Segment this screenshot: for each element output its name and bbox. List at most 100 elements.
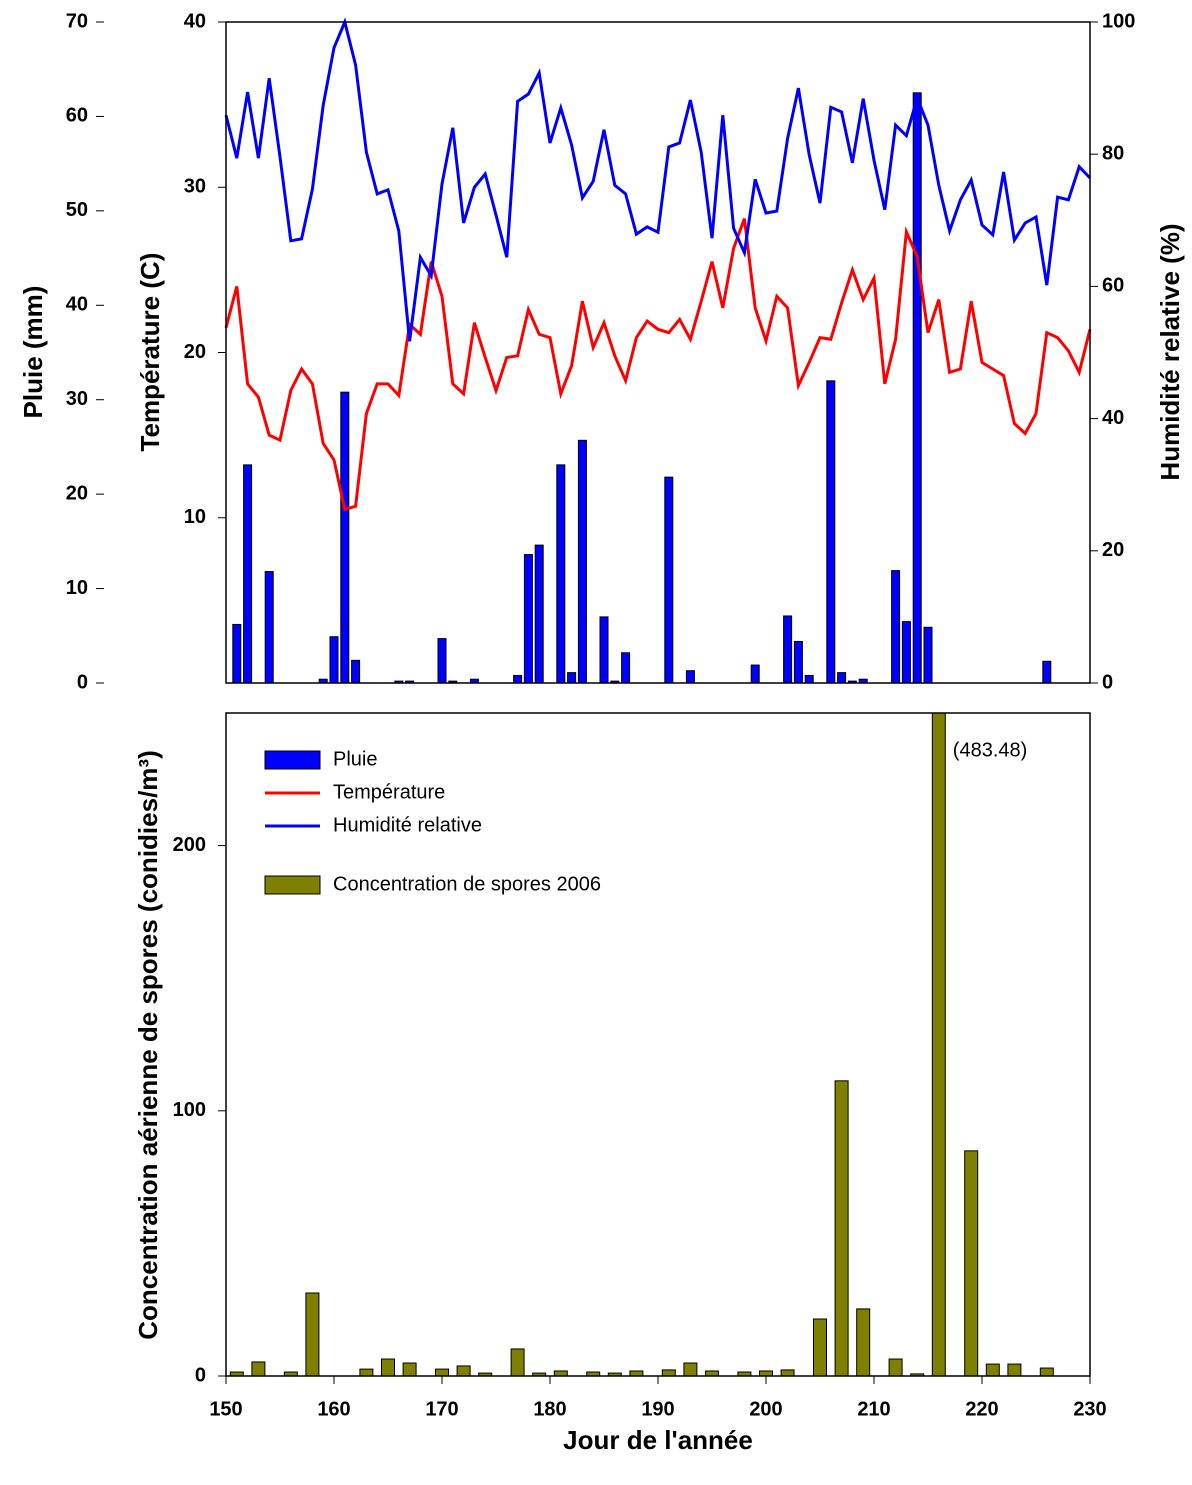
y-tick-label: 100 <box>173 1099 206 1121</box>
rain-bar <box>783 615 793 684</box>
spore-bar <box>985 1363 1000 1376</box>
rain-bar <box>513 674 523 684</box>
spore-bar <box>251 1361 266 1376</box>
line <box>224 218 1092 512</box>
y2-tick-label: 10 <box>184 506 206 528</box>
spore-bar <box>705 1370 719 1376</box>
plot-frame <box>225 21 1091 684</box>
rain-bar <box>351 659 361 684</box>
y-tick-label: 0 <box>195 1364 206 1386</box>
rain-bar <box>329 636 339 684</box>
spore-bar <box>402 1362 417 1376</box>
y-tick-label: 50 <box>66 199 88 221</box>
spore-bar <box>381 1358 395 1376</box>
y3-tick-label: 20 <box>1102 539 1124 561</box>
rain-bar <box>837 672 847 684</box>
y3-tick-label: 60 <box>1102 275 1124 297</box>
legend-label: Concentration de spores 2006 <box>333 873 601 895</box>
legend-label: Température <box>333 781 445 803</box>
spore-bar <box>964 1150 979 1376</box>
y3-tick-label: 100 <box>1102 10 1135 32</box>
rain-bar <box>1042 660 1052 684</box>
rain-bar <box>523 554 533 684</box>
value-label: (483.48) <box>953 739 1028 761</box>
legend-label: Humidité relative <box>333 814 482 836</box>
spore-bar <box>1039 1367 1054 1376</box>
spore-bar <box>629 1370 644 1376</box>
rain-bar <box>264 571 274 684</box>
y-tick-label: 20 <box>66 482 88 504</box>
legend-swatch <box>264 875 321 895</box>
plot-frame <box>225 712 1091 1377</box>
y-axis-label: Pluie (mm) <box>18 286 48 419</box>
rain-bar <box>232 623 242 684</box>
bars <box>229 713 1054 1376</box>
rain-bar <box>243 464 253 684</box>
x-tick-label: 180 <box>533 1398 566 1420</box>
rain-bar <box>599 616 609 684</box>
y-tick-label: 0 <box>77 671 88 693</box>
x-tick-label: 170 <box>425 1398 458 1420</box>
rain-bar <box>793 640 803 684</box>
rain-bar <box>912 92 922 684</box>
y3-tick-label: 40 <box>1102 407 1124 429</box>
line <box>224 17 1092 342</box>
spore-bar <box>834 1080 849 1376</box>
y3-axis-label: Humidité relative (%) <box>1155 223 1185 480</box>
rain-bar <box>340 391 350 684</box>
rain-bar <box>750 664 760 684</box>
spore-bar <box>661 1369 676 1376</box>
rain-bar <box>567 672 577 684</box>
y-tick-label: 40 <box>66 294 88 316</box>
rain-bar <box>804 674 814 684</box>
rain-bar <box>534 544 544 684</box>
spore-bar <box>1007 1363 1022 1376</box>
spore-bar <box>931 713 946 1376</box>
y2-tick-label: 40 <box>184 10 206 32</box>
spore-bar <box>359 1368 374 1376</box>
y-tick-label: 10 <box>66 577 88 599</box>
y-axis-label: Concentration aérienne de spores (conidi… <box>133 750 163 1339</box>
spore-bar <box>780 1369 795 1376</box>
y2-tick-label: 30 <box>184 176 206 198</box>
rain-bar <box>556 464 566 684</box>
rain-bar <box>664 476 674 684</box>
x-tick-label: 190 <box>641 1398 674 1420</box>
x-tick-label: 230 <box>1073 1398 1106 1420</box>
spore-bar <box>435 1368 449 1376</box>
spore-bar <box>888 1358 903 1376</box>
x-tick-label: 160 <box>317 1398 350 1420</box>
y2-axis-label: Température (C) <box>135 253 165 452</box>
spore-bar <box>813 1318 827 1376</box>
rain-bar <box>685 670 695 684</box>
spore-bar <box>856 1308 871 1376</box>
y-tick-label: 30 <box>66 388 88 410</box>
spore-bar <box>683 1362 698 1376</box>
spore-bar <box>910 1373 925 1376</box>
spore-bar <box>553 1370 568 1376</box>
y2-tick-label: 20 <box>184 341 206 363</box>
rain-bar <box>621 652 631 684</box>
x-tick-label: 200 <box>749 1398 782 1420</box>
legend-label: Pluie <box>333 748 377 770</box>
y3-tick-label: 80 <box>1102 142 1124 164</box>
spore-bar <box>510 1348 525 1376</box>
x-tick-label: 220 <box>965 1398 998 1420</box>
x-tick-label: 210 <box>857 1398 890 1420</box>
rain-bar <box>901 621 911 684</box>
y-tick-label: 70 <box>66 10 88 32</box>
rain-bar <box>826 380 836 684</box>
rain-bar <box>891 570 901 684</box>
x-tick-label: 150 <box>209 1398 242 1420</box>
spore-bar <box>456 1365 471 1376</box>
rain-bar <box>577 439 587 684</box>
spore-bar <box>305 1292 320 1376</box>
rain-bar <box>437 638 447 684</box>
rain-bar <box>923 626 933 684</box>
legend-swatch <box>264 750 321 770</box>
spore-bar <box>759 1370 773 1376</box>
y3-tick-label: 0 <box>1102 671 1113 693</box>
y-tick-label: 60 <box>66 105 88 127</box>
x-axis-label: Jour de l'année <box>563 1425 753 1455</box>
